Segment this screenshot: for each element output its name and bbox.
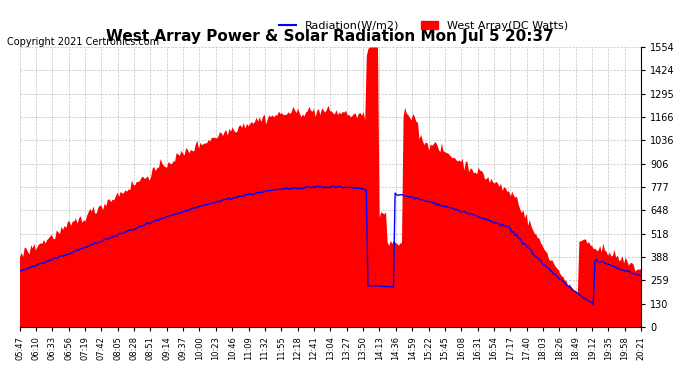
- Text: Copyright 2021 Certronics.com: Copyright 2021 Certronics.com: [7, 37, 159, 47]
- Legend: Radiation(W/m2), West Array(DC Watts): Radiation(W/m2), West Array(DC Watts): [275, 16, 573, 35]
- Title: West Array Power & Solar Radiation Mon Jul 5 20:37: West Array Power & Solar Radiation Mon J…: [106, 29, 554, 44]
